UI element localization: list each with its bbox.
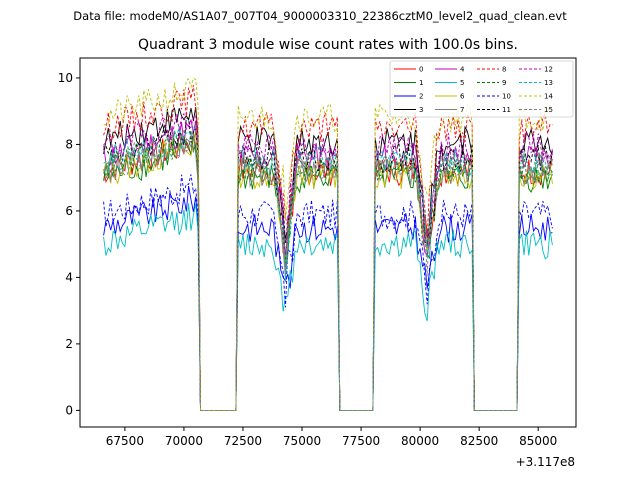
series-line-9 bbox=[103, 130, 553, 411]
legend-label-0: 0 bbox=[419, 66, 423, 74]
x-offset-label: +3.117e8 bbox=[516, 455, 575, 469]
legend-label-7: 7 bbox=[460, 106, 464, 114]
series-line-1 bbox=[103, 136, 553, 411]
y-tick-label: 2 bbox=[65, 337, 73, 351]
x-tick-label: 82500 bbox=[460, 434, 498, 448]
x-axis: 67500 70000 72500 75000 77500 80000 82500 85000 bbox=[106, 427, 557, 448]
legend-label-9: 9 bbox=[502, 79, 506, 87]
chart-title: Quadrant 3 module wise count rates with … bbox=[138, 37, 518, 53]
x-tick-label: 72500 bbox=[224, 434, 262, 448]
x-tick-label: 85000 bbox=[519, 434, 557, 448]
file-suptitle: Data file: modeM0/AS1A07_007T04_90000033… bbox=[73, 9, 567, 23]
series-line-14 bbox=[103, 77, 553, 411]
series-line-15 bbox=[103, 126, 553, 411]
legend-label-3: 3 bbox=[419, 106, 423, 114]
legend-label-12: 12 bbox=[544, 66, 553, 74]
series-layer bbox=[103, 77, 553, 411]
legend-label-2: 2 bbox=[419, 93, 423, 101]
y-tick-label: 6 bbox=[65, 204, 73, 218]
y-tick-label: 8 bbox=[65, 137, 73, 151]
legend-box bbox=[389, 60, 574, 118]
series-line-10 bbox=[103, 174, 553, 411]
series-line-4 bbox=[103, 119, 553, 411]
x-tick-label: 80000 bbox=[401, 434, 439, 448]
y-axis: 0 2 4 6 8 10 bbox=[58, 71, 80, 417]
x-tick-label: 67500 bbox=[106, 434, 144, 448]
legend-label-11: 11 bbox=[502, 106, 511, 114]
y-tick-label: 4 bbox=[65, 270, 73, 284]
legend-label-4: 4 bbox=[460, 66, 465, 74]
legend-label-13: 13 bbox=[544, 79, 553, 87]
x-tick-label: 77500 bbox=[342, 434, 380, 448]
legend-label-10: 10 bbox=[502, 93, 511, 101]
series-line-11 bbox=[103, 117, 553, 411]
x-tick-label: 75000 bbox=[283, 434, 321, 448]
series-line-5 bbox=[103, 203, 553, 411]
plot-frame bbox=[79, 57, 577, 428]
legend-label-14: 14 bbox=[544, 93, 553, 101]
y-tick-label: 0 bbox=[65, 403, 73, 417]
legend-label-6: 6 bbox=[460, 93, 465, 101]
series-line-6 bbox=[103, 130, 553, 411]
x-tick-label: 70000 bbox=[165, 434, 203, 448]
legend-label-15: 15 bbox=[544, 106, 553, 114]
legend-label-8: 8 bbox=[502, 66, 506, 74]
y-tick-label: 10 bbox=[58, 71, 73, 85]
legend-label-1: 1 bbox=[419, 79, 423, 87]
legend-label-5: 5 bbox=[460, 79, 464, 87]
series-line-2 bbox=[103, 186, 553, 411]
